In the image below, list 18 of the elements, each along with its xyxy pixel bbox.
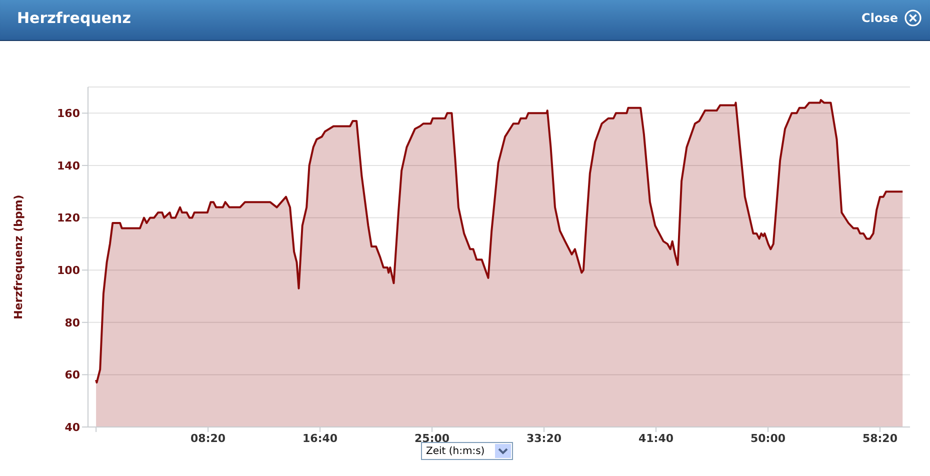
x-tick-label: 41:40 — [638, 432, 674, 445]
x-tick-label: 25:00 — [414, 432, 450, 445]
x-axis-title: Zeit (h:m:s) — [425, 446, 486, 456]
y-axis-title: Herzfrequenz (bpm) — [12, 194, 25, 320]
y-tick-label: 160 — [57, 107, 80, 120]
text: Close — [862, 11, 898, 25]
x-tick-label: 50:00 — [750, 432, 786, 445]
x-tick-label: 33:20 — [526, 432, 562, 445]
x-tick-label: 16:40 — [302, 432, 338, 445]
y-tick-label: 120 — [57, 212, 80, 225]
x-tick-label: 58:20 — [862, 432, 898, 445]
y-tick-label: 140 — [57, 159, 80, 172]
y-tick-label: 80 — [64, 316, 80, 330]
y-tick-label: 60 — [64, 368, 80, 382]
y-tick-label: 40 — [64, 420, 80, 434]
chart-title: Herzfrequenz — [17, 9, 131, 27]
x-tick-label: 08:20 — [190, 432, 226, 445]
y-tick-label: 100 — [57, 264, 80, 277]
